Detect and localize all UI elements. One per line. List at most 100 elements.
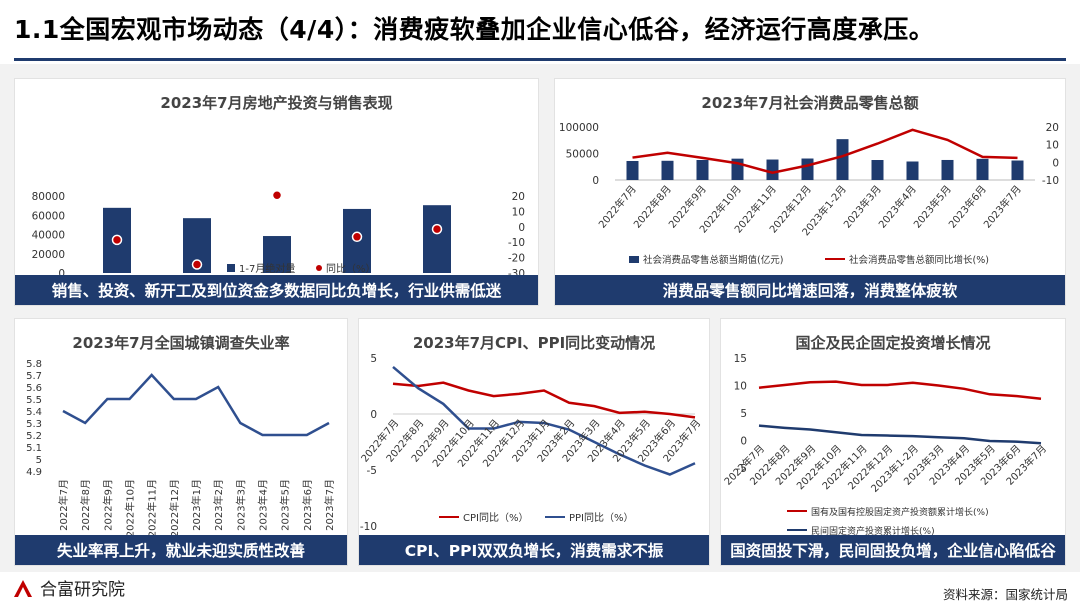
bar [871,160,884,180]
y2-tick-label: 20 [512,191,525,203]
chart-title: 2023年7月社会消费品零售总额 [701,94,919,112]
y-tick-label: 5 [36,455,42,466]
x-tick-label: 2023年3月 [234,479,247,531]
x-tick-label: 2023年6月 [301,479,314,531]
y-tick-label: 5.4 [26,407,42,418]
y2-tick-label: 10 [512,206,525,218]
y-tick-label: 5 [370,353,377,365]
bar [801,158,814,180]
hefu-logo-icon [14,579,32,597]
y-tick-label: 5.8 [26,359,42,370]
bar [661,160,674,180]
legend-label: 同比（%） [326,263,376,275]
y-tick-label: 5.5 [26,395,42,406]
y-tick-label: 0 [370,409,377,421]
bar [1011,160,1024,180]
y-tick-label: 5.3 [26,419,42,430]
x-tick-label: 2022年11月 [146,479,159,537]
scatter-point [111,234,123,246]
y-tick-label: 80000 [32,191,65,203]
y-tick-label: 0 [58,268,65,277]
bar [626,160,639,180]
cpi-ppi-chart: -10-5052022年7月2022年8月2022年9月2022年10月2022… [359,353,703,533]
y-tick-label: 10 [734,381,747,393]
caption: 销售、投资、新开工及到位资金多数据同比负增长，行业供需低迷 [15,275,538,305]
chart-title: 国企及民企固定投资增长情况 [795,334,991,352]
scatter-point [271,189,283,201]
legend-label: CPI同比（%） [463,512,528,524]
legend-label: 1-7月绝对量 [239,262,295,275]
panel-cpi-ppi: 2023年7月CPI、PPI同比变动情况 -10 -5 0 5 2022年7月 2022年… [358,318,710,566]
legend-label: 民间固定资产投资累计增长(%) [811,525,935,537]
y2-tick-label: 0 [1052,157,1059,169]
source-note: 资料来源：国家统计局 [942,587,1068,602]
bar [766,159,779,180]
caption: 失业率再上升，就业未迎实质性改善 [15,535,347,565]
x-tick-label: 2022年10月 [124,479,137,537]
fixed-investment-chart: -50510152022年7月2022年8月2022年9月2022年10月202… [721,353,1049,537]
legend-label: PPI同比（%） [569,512,634,524]
panel-retail-sales: 2023年7月社会消费品零售总额 0 50000 100000 -10 0 10 20 202… [554,78,1066,306]
legend-label: 国有及国有控股固定资产投资额累计增长(%) [811,506,989,518]
bar [836,139,849,180]
y-tick-label: -5 [367,465,377,477]
caption: CPI、PPI双双负增长，消费需求不振 [359,535,709,565]
chart-title: 2023年7月CPI、PPI同比变动情况 [412,334,656,352]
y2-tick-label: -20 [508,253,525,265]
bar [423,205,451,273]
footer-logo: 合富研究院 [12,575,125,600]
caption: 国资固投下滑，民间固投负增，企业信心陷低谷 [721,535,1065,565]
page-title: 1.1全国宏观市场动态（4/4）：消费疲软叠加企业信心低谷，经济运行高度承压。 [14,15,935,44]
bar [976,158,989,180]
series-line [632,128,1018,175]
series-line [392,381,696,419]
panel-real-estate: 2023年7月房地产投资与销售表现 0 20000 40000 60000 80000 -… [14,78,539,306]
series-line [758,380,1042,400]
y-tick-label: 15 [734,353,747,365]
y2-tick-label: -10 [1042,175,1059,187]
logo-text: 合富研究院 [40,580,125,600]
x-tick-label: 2023年2月 [212,479,225,531]
chart-title: 2023年7月房地产投资与销售表现 [160,94,393,112]
series-line [392,366,696,476]
legend-swatch [629,256,639,263]
y-tick-label: 40000 [32,230,65,242]
bar [263,236,291,273]
legend-swatch [227,264,235,272]
bar [906,161,919,180]
y-tick-label: 5.7 [26,371,42,382]
y-tick-label: 5.6 [26,383,42,394]
y-tick-label: 0 [592,175,599,187]
x-tick-label: 2023年5月 [279,479,292,531]
y-tick-label: 20000 [32,249,65,261]
y-tick-label: 4.9 [26,467,42,478]
legend-label: 社会消费品零售总额同比增长(%) [849,254,989,266]
x-tick-label: 2022年12月 [168,479,181,537]
chart-title: 2023年7月全国城镇调查失业率 [72,334,290,352]
y-tick-label: 5.2 [26,431,42,442]
bar [696,159,709,180]
y2-tick-label: -30 [508,268,525,277]
y2-tick-label: 10 [1046,140,1059,152]
series-line [62,373,330,437]
y-tick-label: 50000 [566,149,599,161]
legend-label: 社会消费品零售总额当期值(亿元) [643,254,783,266]
y2-tick-label: -10 [508,237,525,249]
scatter-point [351,231,363,243]
y-tick-label: -10 [360,521,377,533]
x-tick-label: 2023年1月 [190,479,203,531]
title-rule [14,58,1066,61]
y-tick-label: 0 [740,436,747,448]
panel-unemployment: 2023年7月全国城镇调查失业率 4.9 5 5.1 5.2 5.3 5.4 5.5 5.6 5… [14,318,348,566]
x-tick-label: 2023年7月 [323,479,336,531]
caption: 消费品零售额同比增速回落，消费整体疲软 [555,275,1065,305]
y-tick-label: 60000 [32,210,65,222]
x-tick-label: 2022年8月 [79,479,92,531]
panel-fixed-investment: 国企及民企固定投资增长情况 -5 0 5 10 15 2022年7月 2022年8月 2022… [720,318,1066,566]
retail-sales-chart: 050000100000-10010202022年7月2022年8月2022年9… [559,122,1059,266]
bar [941,159,954,180]
real-estate-chart: 020000400006000080000-30-20-1001020房地产开发… [32,189,525,277]
legend-swatch [316,265,322,271]
x-tick-label: 2022年9月 [101,479,114,531]
y-tick-label: 100000 [559,122,599,134]
